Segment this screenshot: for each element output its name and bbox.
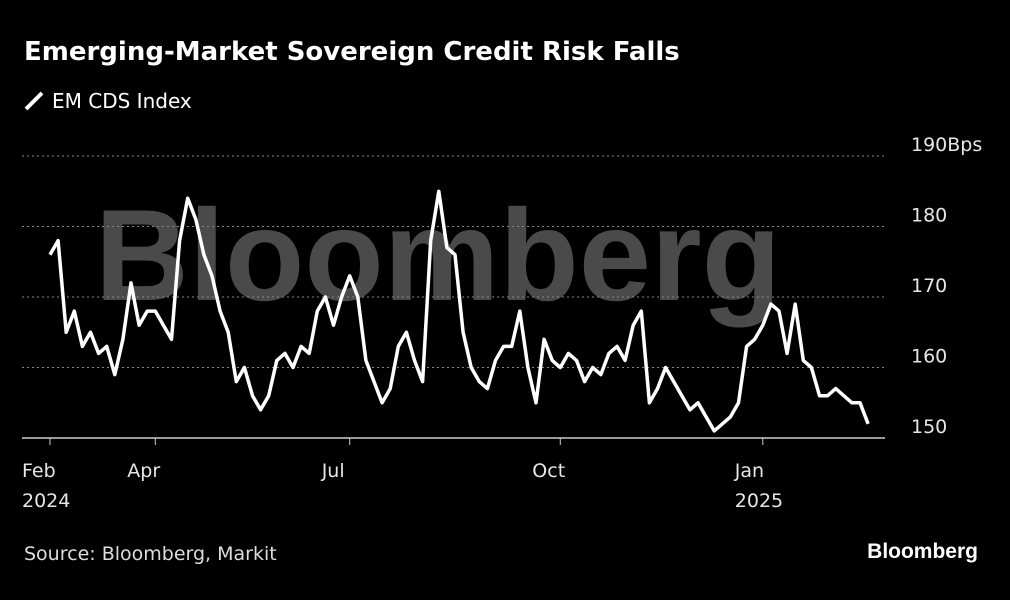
y-tick-label: 170 bbox=[911, 275, 947, 297]
y-tick-label: 150 bbox=[911, 416, 947, 438]
legend-label: EM CDS Index bbox=[52, 89, 192, 113]
chart-title: Emerging-Market Sovereign Credit Risk Fa… bbox=[24, 37, 680, 67]
x-tick-label: Jan 2025 bbox=[734, 460, 783, 512]
x-tick-label: Jul bbox=[321, 460, 345, 482]
source: Source: Bloomberg, Markit bbox=[24, 543, 277, 565]
series-line bbox=[48, 189, 870, 433]
x-tick-label: Feb 2024 bbox=[22, 460, 70, 512]
y-tick-label: 190Bps bbox=[911, 134, 982, 156]
x-tick-label: Oct bbox=[532, 460, 565, 482]
y-tick-label: 180 bbox=[911, 205, 947, 227]
y-tick-label: 160 bbox=[911, 346, 947, 368]
legend-swatch bbox=[24, 91, 44, 111]
logo: Bloomberg bbox=[867, 540, 978, 563]
x-tick-label: Apr bbox=[127, 460, 160, 482]
